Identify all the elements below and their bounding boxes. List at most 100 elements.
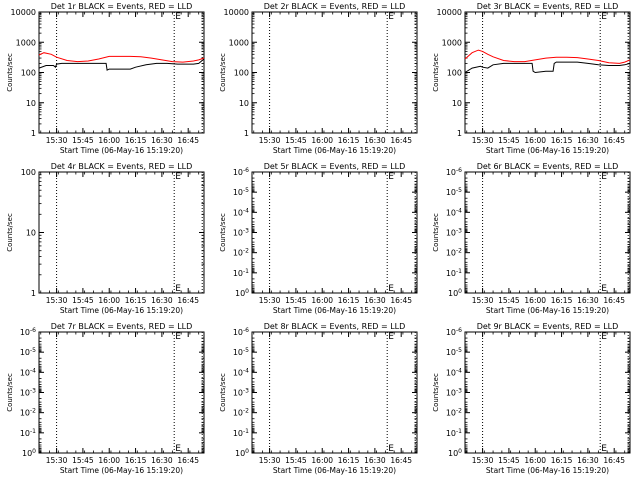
x-tick-label: 16:45 (390, 296, 412, 305)
e-marker: E (175, 284, 181, 294)
plot-frame (464, 331, 631, 454)
y-tick-label: 10000 (224, 8, 249, 17)
y-tick-label: 10-4 (233, 367, 249, 377)
x-tick-label: 15:45 (72, 456, 94, 465)
x-tick-label: 16:30 (364, 296, 386, 305)
x-axis-label: Start Time (06-May-16 15:19:20) (273, 306, 396, 315)
y-tick-label: 10-5 (446, 187, 462, 197)
y-axis-label: Counts/sec (219, 373, 227, 412)
x-tick-label: 15:45 (285, 136, 307, 145)
x-axis-label: Start Time (06-May-16 15:19:20) (486, 466, 609, 475)
x-tick-label: 16:00 (311, 136, 333, 145)
x-tick-label: 15:45 (498, 296, 520, 305)
x-tick-label: 15:45 (498, 136, 520, 145)
e-marker: E (175, 332, 181, 342)
y-tick-label: 1 (244, 129, 249, 138)
y-tick-label: 1000 (16, 38, 36, 47)
x-tick-label: 16:30 (364, 136, 386, 145)
y-tick-label: 10-2 (446, 408, 462, 418)
e-marker: E (388, 332, 394, 342)
x-tick-label: 15:45 (285, 456, 307, 465)
y-tick-label: 100 (447, 69, 462, 78)
plot-frame (251, 171, 418, 294)
e-marker: E (601, 284, 607, 294)
panel-title: Det 4r BLACK = Events, RED = LLD (51, 162, 193, 171)
y-axis-label: Counts/sec (6, 373, 14, 412)
x-axis-label: Start Time (06-May-16 15:19:20) (273, 146, 396, 155)
x-tick-label: 16:15 (551, 296, 573, 305)
e-marker: E (601, 444, 607, 454)
x-tick-label: 15:30 (46, 136, 68, 145)
y-tick-label: 100 (21, 69, 36, 78)
y-tick-label: 10 (452, 99, 462, 108)
x-tick-label: 16:30 (151, 456, 173, 465)
e-marker: E (388, 444, 394, 454)
x-tick-label: 16:00 (311, 296, 333, 305)
panel-det-8r: Det 8r BLACK = Events, RED = LLD Start Ti… (219, 322, 418, 475)
panel-title: Det 1r BLACK = Events, RED = LLD (51, 2, 193, 11)
x-tick-label: 16:45 (177, 456, 199, 465)
y-tick-label: 1 (457, 129, 462, 138)
x-tick-label: 16:00 (524, 456, 546, 465)
y-axis-label: Counts/sec (6, 53, 14, 92)
e-marker: E (175, 12, 181, 22)
x-tick-label: 15:30 (259, 456, 281, 465)
y-tick-label: 10-2 (446, 248, 462, 258)
events-series-line (38, 58, 205, 71)
y-tick-label: 10000 (11, 8, 36, 17)
x-tick-label: 16:45 (390, 136, 412, 145)
panel-title: Det 5r BLACK = Events, RED = LLD (264, 162, 406, 171)
panel-det-1r: Det 1r BLACK = Events, RED = LLD Start Ti… (6, 2, 205, 155)
x-tick-label: 16:15 (551, 136, 573, 145)
plot-frame (464, 11, 631, 134)
x-tick-label: 15:30 (472, 296, 494, 305)
y-tick-label: 10 (26, 229, 36, 238)
x-axis-label: Start Time (06-May-16 15:19:20) (60, 306, 183, 315)
y-axis-label: Counts/sec (219, 53, 227, 92)
y-tick-label: 10-1 (20, 428, 36, 438)
x-tick-label: 16:45 (177, 296, 199, 305)
x-tick-label: 15:45 (72, 296, 94, 305)
e-marker: E (175, 172, 181, 182)
y-tick-label: 10-5 (233, 347, 249, 357)
y-tick-label: 10-3 (446, 228, 462, 238)
y-tick-label: 100 (448, 288, 462, 298)
x-axis-label: Start Time (06-May-16 15:19:20) (486, 146, 609, 155)
x-tick-label: 16:00 (98, 456, 120, 465)
y-tick-label: 1000 (229, 38, 249, 47)
x-tick-label: 15:30 (259, 136, 281, 145)
x-tick-label: 16:15 (125, 296, 147, 305)
x-tick-label: 16:45 (603, 136, 625, 145)
x-tick-label: 15:30 (46, 296, 68, 305)
y-tick-label: 10000 (437, 8, 462, 17)
plot-frame (38, 331, 205, 454)
y-tick-label: 10-5 (233, 187, 249, 197)
y-tick-label: 10-4 (446, 367, 462, 377)
y-tick-label: 100 (234, 69, 249, 78)
lld-series-line (38, 52, 205, 63)
x-tick-label: 16:00 (98, 136, 120, 145)
y-tick-label: 1 (31, 129, 36, 138)
panel-det-5r: Det 5r BLACK = Events, RED = LLD Start Ti… (219, 162, 418, 315)
y-tick-label: 10-2 (233, 408, 249, 418)
y-tick-label: 10-5 (446, 347, 462, 357)
panel-title: Det 8r BLACK = Events, RED = LLD (264, 322, 406, 331)
panel-det-4r: Det 4r BLACK = Events, RED = LLD Start Ti… (6, 162, 205, 315)
x-tick-label: 16:15 (338, 296, 360, 305)
panel-det-7r: Det 7r BLACK = Events, RED = LLD Start Ti… (6, 322, 205, 475)
e-marker: E (601, 172, 607, 182)
e-marker: E (388, 172, 394, 182)
panel-title: Det 6r BLACK = Events, RED = LLD (477, 162, 619, 171)
x-tick-label: 16:45 (603, 456, 625, 465)
panel-det-2r: Det 2r BLACK = Events, RED = LLD Start Ti… (219, 2, 418, 155)
x-tick-label: 16:00 (311, 456, 333, 465)
x-tick-label: 16:15 (125, 456, 147, 465)
x-tick-label: 16:00 (524, 296, 546, 305)
x-axis-label: Start Time (06-May-16 15:19:20) (486, 306, 609, 315)
e-marker: E (601, 12, 607, 22)
panel-title: Det 7r BLACK = Events, RED = LLD (51, 322, 193, 331)
y-axis-label: Counts/sec (6, 213, 14, 252)
y-tick-label: 1 (31, 289, 36, 298)
y-tick-label: 10-4 (20, 367, 36, 377)
